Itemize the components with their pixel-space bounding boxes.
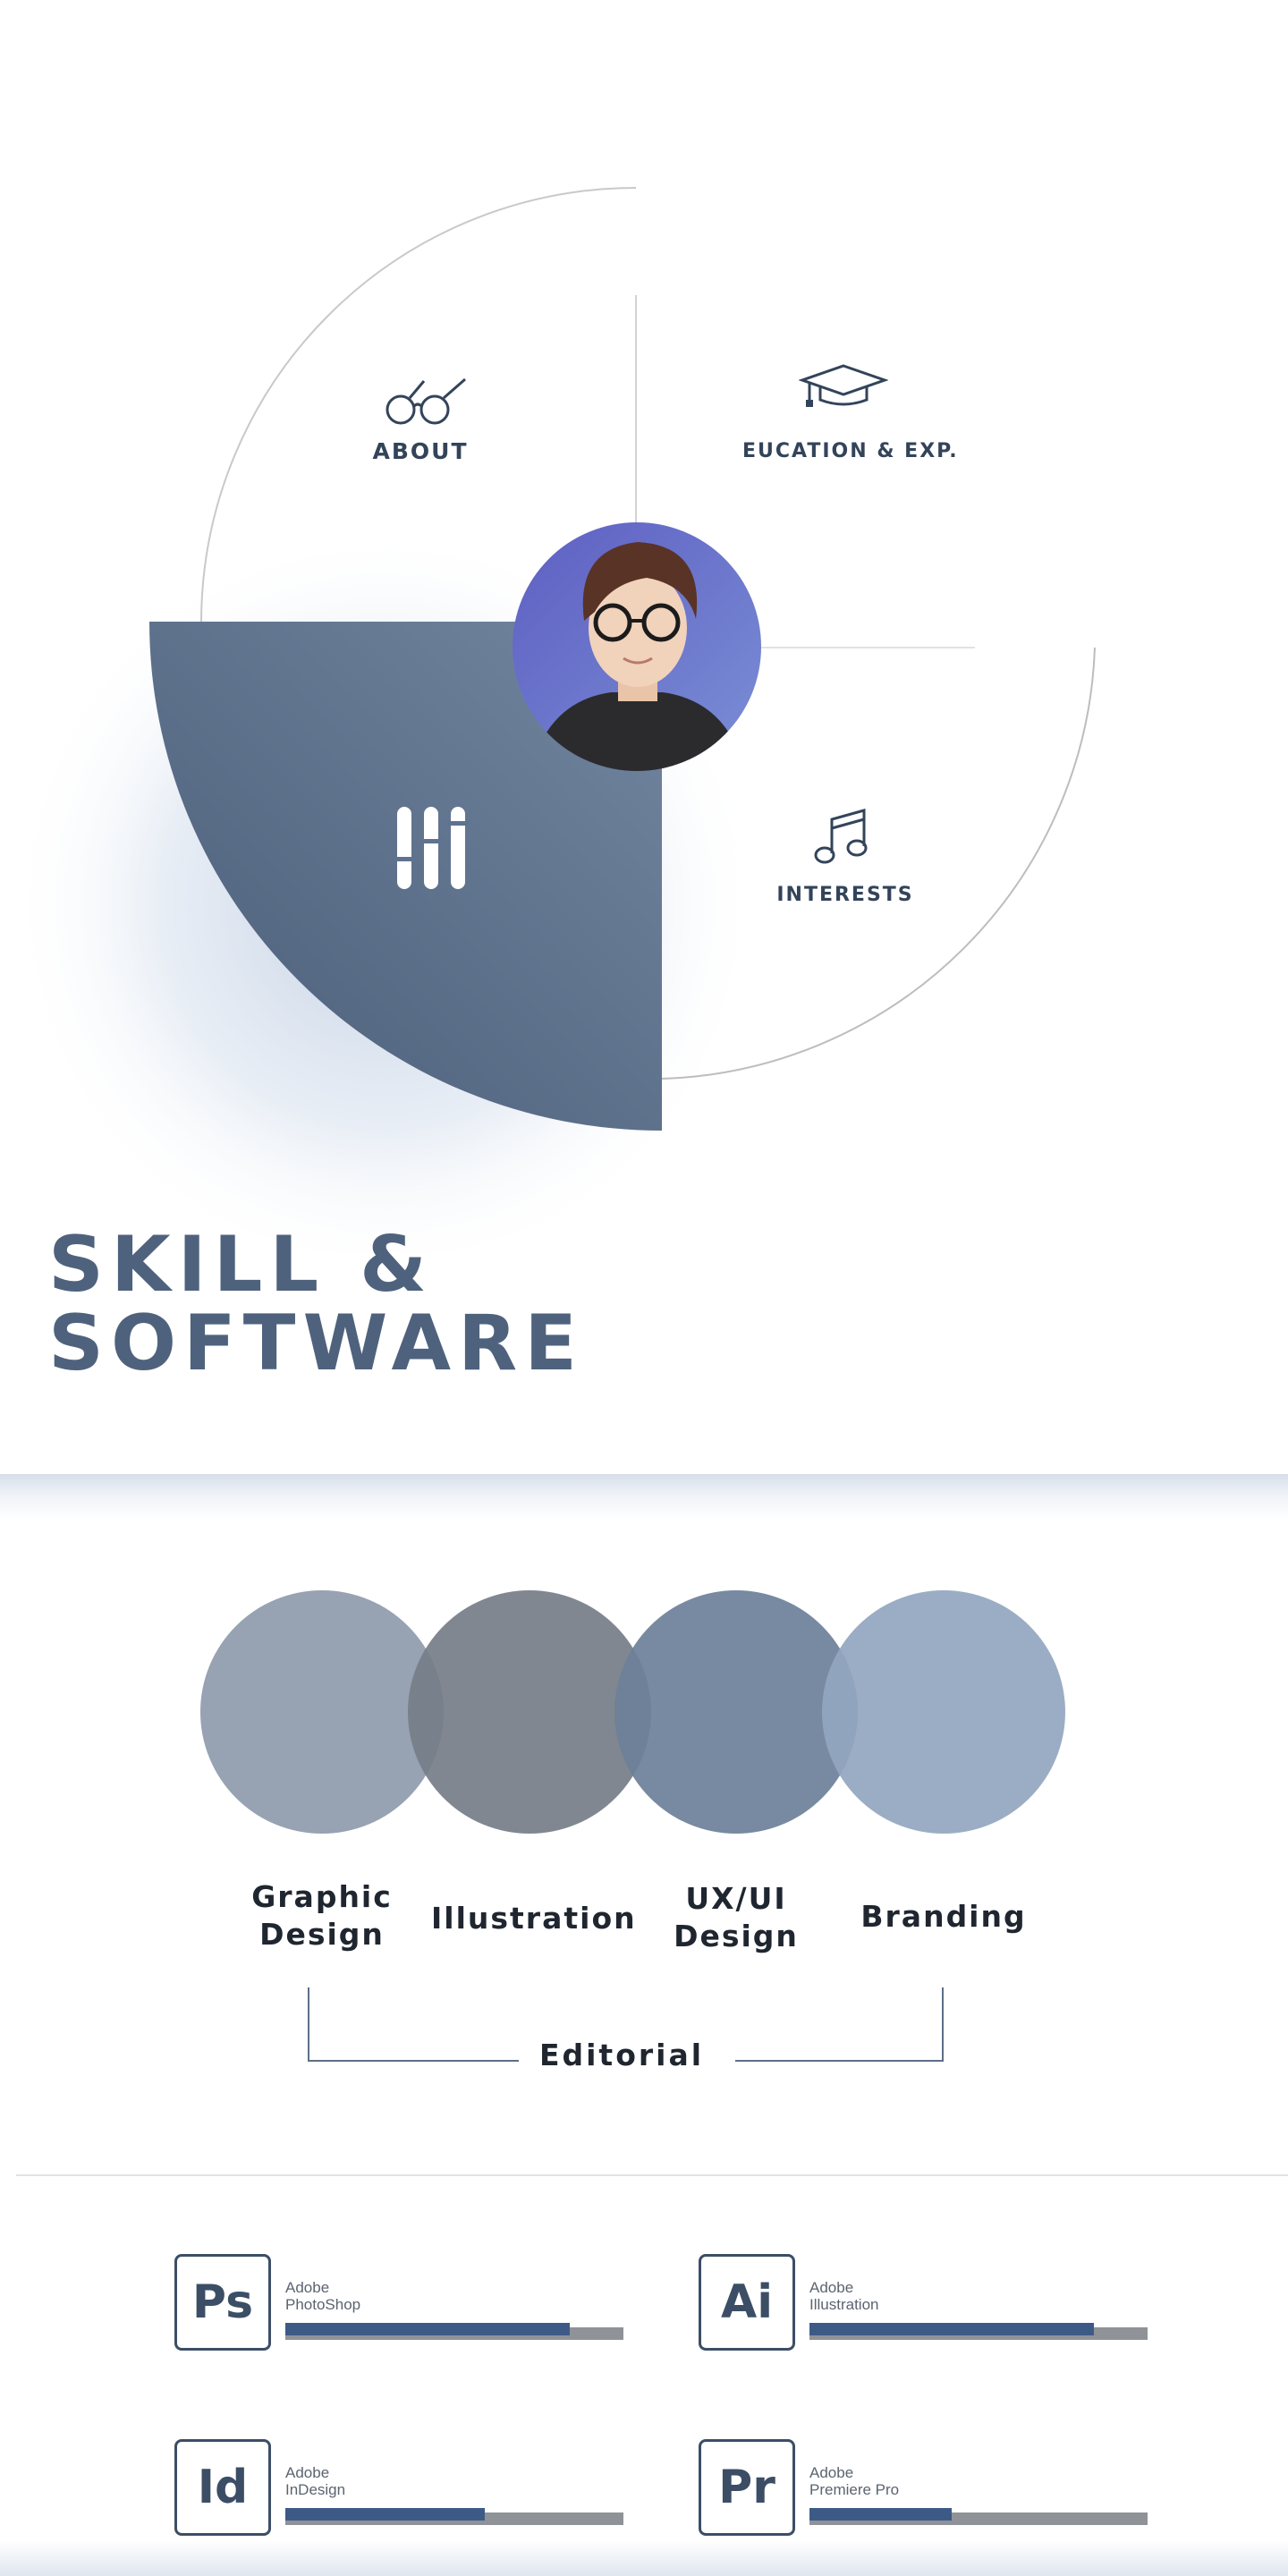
indesign-icon: Id: [174, 2439, 271, 2536]
skill-circle-illustration: [408, 1590, 651, 1834]
bottom-fade: [0, 2540, 1288, 2576]
illustrator-icon: Ai: [699, 2254, 795, 2351]
skill-circle-branding: [822, 1590, 1065, 1834]
skill-level-bar: [285, 2323, 623, 2340]
editorial-bracket: [308, 1987, 944, 2062]
premiere-icon: Pr: [699, 2439, 795, 2536]
skill-level-fill: [809, 2508, 952, 2521]
music-note-icon: [814, 809, 868, 864]
software-name: PhotoShop: [285, 2296, 361, 2313]
menu-interests[interactable]: INTERESTS: [776, 884, 914, 906]
graduation-cap-icon: [799, 364, 888, 407]
software-vendor: Adobe: [809, 2279, 854, 2296]
software-item-photoshop: Ps Adobe PhotoShop: [174, 2254, 640, 2352]
skill-circle-graphic-design: [200, 1590, 444, 1834]
editorial-label: Editorial: [538, 2038, 705, 2072]
software-vendor: Adobe: [285, 2464, 330, 2481]
skill-label-graphic-design: Graphic Design: [251, 1879, 393, 1952]
software-vendor: Adobe: [809, 2464, 854, 2481]
software-item-illustrator: Ai Adobe Illustration: [699, 2254, 1164, 2352]
sliders-icon: [394, 807, 469, 889]
horizontal-rule: [16, 2174, 1288, 2176]
skill-label-branding: Branding: [860, 1899, 1027, 1934]
section-title-line1: SKILL &: [48, 1220, 435, 1309]
software-item-indesign: Id Adobe InDesign: [174, 2439, 640, 2538]
skill-level-bar: [285, 2508, 623, 2525]
skill-level-bar: [809, 2508, 1148, 2525]
section-title: SKILL & SOFTWARE: [48, 1225, 674, 1383]
profile-avatar: [513, 522, 761, 771]
skill-level-bar: [809, 2323, 1148, 2340]
skill-level-fill: [285, 2508, 486, 2521]
skills-venn: [200, 1590, 1065, 1834]
software-vendor: Adobe: [285, 2279, 330, 2296]
software-name: InDesign: [285, 2481, 346, 2498]
skill-circle-uxui-design: [614, 1590, 858, 1834]
skill-label-illustration: Illustration: [431, 1901, 637, 1936]
glasses-icon: [386, 377, 466, 425]
menu-about[interactable]: ABOUT: [372, 438, 469, 464]
section-divider: [0, 1474, 1288, 1519]
skill-label-uxui-design: UX/UI Design: [674, 1881, 799, 1953]
software-item-premiere: Pr Adobe Premiere Pro: [699, 2439, 1164, 2538]
section-title-line2: SOFTWARE: [48, 1299, 584, 1388]
software-name: Premiere Pro: [809, 2481, 900, 2498]
software-name: Illustration: [809, 2296, 879, 2313]
menu-education[interactable]: EUCATION & EXP.: [742, 440, 959, 462]
photoshop-icon: Ps: [174, 2254, 271, 2351]
skill-level-fill: [285, 2323, 570, 2335]
skill-level-fill: [809, 2323, 1094, 2335]
